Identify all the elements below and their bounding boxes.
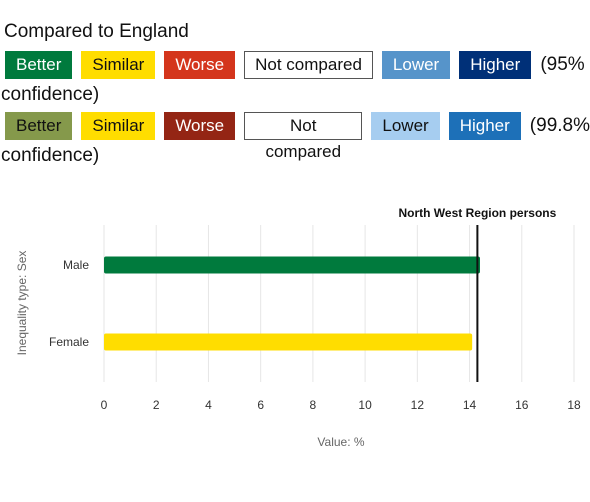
legend-row-998: Better Similar Worse Not compared Lower …: [0, 111, 590, 171]
badge-lower-95: Lower: [381, 51, 451, 79]
badge-higher-95: Higher: [459, 51, 532, 79]
reference-line-group: North West Region persons: [398, 206, 557, 382]
chart-bars: [104, 256, 480, 351]
badge-higher-998: Higher: [448, 112, 521, 140]
badge-similar-998: Similar: [81, 112, 156, 140]
badge-similar-95: Similar: [81, 51, 156, 79]
x-axis-title: Value: %: [317, 435, 364, 449]
badge-not-compared-95: Not compared: [244, 51, 373, 79]
x-tick-label-0: 0: [101, 398, 108, 412]
chart-grid: [103, 225, 575, 382]
x-axis-ticks: 0 2 4 6 8 10 12 14 16 18: [101, 398, 581, 412]
x-tick-label-2: 2: [153, 398, 160, 412]
badge-worse-95: Worse: [164, 51, 236, 79]
x-tick-label-4: 4: [205, 398, 212, 412]
x-tick-label-14: 14: [463, 398, 477, 412]
x-tick-label-6: 6: [257, 398, 264, 412]
bar-male: [104, 256, 480, 274]
legend-row-95: Better Similar Worse Not compared Lower …: [0, 50, 590, 110]
badge-lower-998: Lower: [371, 112, 440, 140]
badge-better-998: Better: [5, 112, 73, 140]
y-axis-categories: Male Female: [49, 258, 89, 349]
badge-better-95: Better: [5, 51, 73, 79]
confidence-wrap-95: confidence): [1, 84, 100, 105]
x-tick-label-10: 10: [358, 398, 372, 412]
confidence-wrap-998: confidence): [1, 145, 100, 166]
x-tick-label-8: 8: [310, 398, 317, 412]
confidence-label-95: (95%: [540, 54, 585, 75]
y-category-label-male: Male: [63, 258, 89, 272]
legend-title: Compared to England: [4, 21, 189, 42]
x-tick-label-18: 18: [567, 398, 581, 412]
bar-chart: North West Region persons 0 2 4 6 8 10 12 14 16 1…: [15, 206, 581, 449]
x-tick-label-12: 12: [411, 398, 425, 412]
confidence-label-998: (99.8%: [529, 115, 590, 136]
badge-worse-998: Worse: [164, 112, 236, 140]
y-axis-title: Inequality type: Sex: [15, 251, 29, 356]
bar-female: [104, 333, 473, 351]
x-tick-label-16: 16: [515, 398, 529, 412]
y-category-label-female: Female: [49, 335, 89, 349]
reference-line-label: North West Region persons: [398, 206, 556, 220]
badge-not-compared-998: Not compared: [244, 112, 363, 161]
